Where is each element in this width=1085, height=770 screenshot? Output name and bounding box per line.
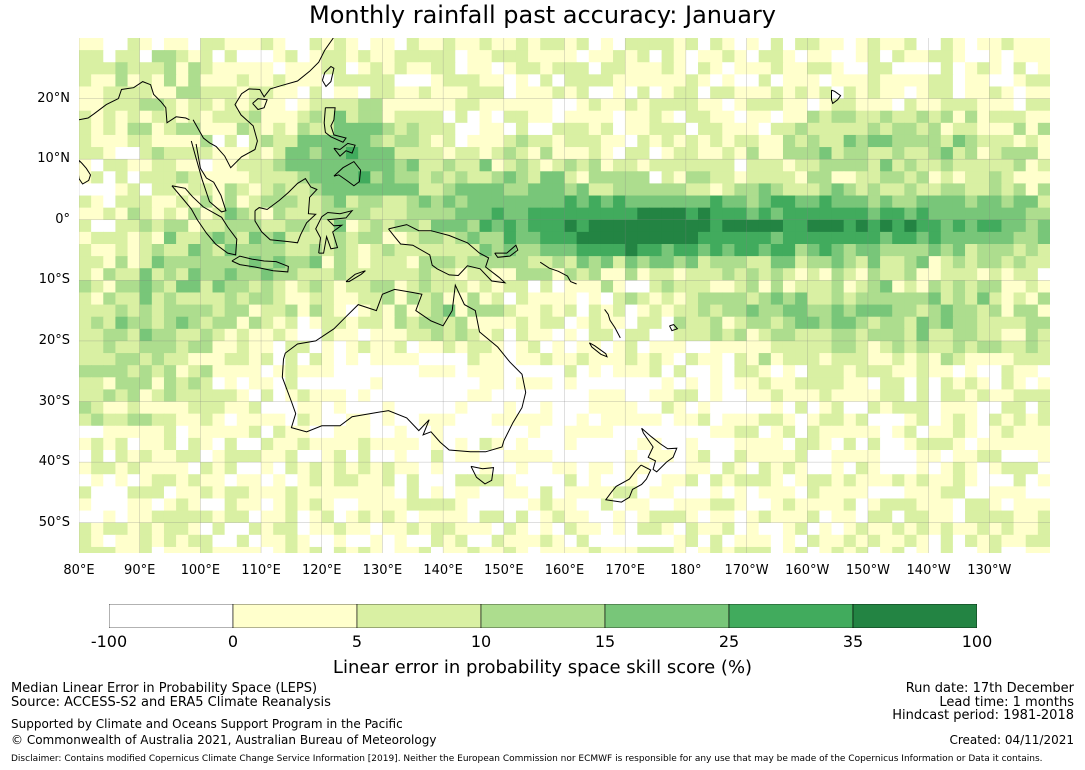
created-date: Created: 04/11/2021 <box>949 733 1074 747</box>
lat-tick-label: 20°S <box>38 332 70 348</box>
hawaii-coastline <box>831 89 842 105</box>
lon-tick-label: 100°E <box>180 563 221 578</box>
coastlines <box>79 38 842 503</box>
footer-support: Supported by Climate and Oceans Support … <box>11 717 403 731</box>
colorbar-tick-label: 5 <box>351 632 363 651</box>
lon-tick-label: 150°W <box>845 563 891 578</box>
colorbar-tick-label: 25 <box>718 632 740 651</box>
lon-tick-label: 110°E <box>241 563 281 578</box>
lon-tick-label: 170°W <box>724 563 769 578</box>
colorbar-bin <box>728 604 854 628</box>
lon-tick-label: 140°E <box>423 563 463 578</box>
solomon-islands-coastline <box>539 261 577 285</box>
lon-tick-label: 140°W <box>906 563 951 578</box>
new-guinea-coastline <box>388 224 507 284</box>
lat-tick-label: 20°N <box>37 90 70 106</box>
disclaimer: Disclaimer: Contains modified Copernicus… <box>11 754 1043 764</box>
lon-tick-label: 90°E <box>124 563 156 578</box>
colorbar-label: Linear error in probability space skill … <box>332 657 753 678</box>
new-britain-coastline <box>494 244 519 258</box>
lon-tick-label: 80°E <box>63 563 95 578</box>
lead-time: Lead time: 1 months <box>939 695 1074 710</box>
lon-tick-label: 160°E <box>544 563 585 578</box>
lat-tick-label: 40°S <box>38 454 70 470</box>
lat-tick-label: 50°S <box>38 514 70 530</box>
lat-tick-label: 0° <box>55 211 70 227</box>
skill-cells <box>79 38 1050 553</box>
hainan-coastline <box>252 98 268 111</box>
colorbar-tick-label: -100 <box>90 632 128 651</box>
australia-coastline <box>281 283 527 453</box>
footer-copyright: © Commonwealth of Australia 2021, Austra… <box>11 733 437 747</box>
colorbar-bin <box>604 604 730 628</box>
timor-coastline <box>345 270 366 283</box>
hindcast-period: Hindcast period: 1981-2018 <box>892 708 1074 723</box>
new-zealand-south-coastline <box>604 464 652 503</box>
lat-tick-label: 10°N <box>37 151 70 167</box>
colorbar-bin <box>356 604 482 628</box>
indochina-coastline <box>192 38 334 169</box>
map-gridlines <box>79 38 1050 553</box>
sumatra-coastline <box>171 185 238 256</box>
sulawesi-coastline <box>315 209 354 254</box>
lon-tick-label: 160°W <box>785 563 830 578</box>
lat-tick-label: 30°S <box>38 393 70 409</box>
java-coastline <box>231 255 289 273</box>
tasmania-coastline <box>470 465 495 485</box>
chart-title: Monthly rainfall past accuracy: January <box>308 1 776 29</box>
luzon-coastline <box>323 107 347 143</box>
india-coastline <box>79 98 119 121</box>
borneo-coastline <box>254 177 318 244</box>
visayas-coastline <box>333 142 356 157</box>
colorbar <box>109 604 977 628</box>
myanmar-coastline <box>117 81 190 124</box>
colorbar-bin <box>480 604 606 628</box>
new-caledonia-coastline <box>588 342 608 358</box>
lon-tick-label: 180° <box>670 563 702 578</box>
new-zealand-north-coastline <box>641 427 678 473</box>
lon-tick-label: 130°W <box>967 563 1012 578</box>
malay-peninsula-coastline <box>190 140 227 213</box>
lat-tick-label: 10°S <box>38 272 70 288</box>
vanuatu-coastline <box>604 309 621 339</box>
lon-tick-label: 130°E <box>362 563 403 578</box>
footer-source: Source: ACCESS-S2 and ERA5 Climate Reana… <box>11 695 331 710</box>
lon-tick-label: 170°E <box>605 563 645 578</box>
run-date: Run date: 17th December <box>905 681 1074 696</box>
mindanao-coastline <box>333 160 362 187</box>
colorbar-tick-label: 0 <box>227 632 239 651</box>
colorbar-bin <box>109 604 234 628</box>
colorbar-bin <box>852 604 977 628</box>
sri-lanka-coastline <box>79 160 92 185</box>
colorbar-tick-label: 15 <box>594 632 616 651</box>
colorbar-bin <box>232 604 358 628</box>
lon-tick-label: 120°E <box>301 563 342 578</box>
colorbar-tick-label: 100 <box>961 632 993 651</box>
skill-map <box>79 38 1050 553</box>
fiji-coastline <box>669 324 679 332</box>
colorbar-tick-label: 35 <box>842 632 864 651</box>
taiwan-coastline <box>321 65 335 88</box>
lon-tick-label: 150°E <box>484 563 524 578</box>
footer-method: Median Linear Error in Probability Space… <box>11 681 318 696</box>
colorbar-tick-label: 10 <box>470 632 492 651</box>
